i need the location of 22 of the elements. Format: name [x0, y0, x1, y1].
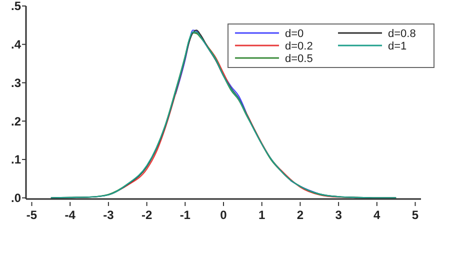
- x-tick-label: -4: [64, 208, 76, 222]
- legend-label: d=0.8: [388, 28, 416, 40]
- x-tick-label: -2: [141, 208, 152, 222]
- x-tick-label: 5: [412, 208, 419, 222]
- y-tick-label: .1: [10, 152, 22, 167]
- y-tick-label: .3: [10, 76, 22, 90]
- x-tick-label: 2: [296, 208, 304, 222]
- legend-label: d=0.5: [285, 52, 313, 65]
- y-tick-label: .0: [10, 191, 22, 206]
- x-tick-label: -5: [26, 208, 38, 222]
- x-tick-label: 3: [335, 208, 342, 222]
- y-tick-label: .4: [10, 38, 22, 52]
- x-tick-label: 0: [220, 208, 228, 222]
- legend-label: d=0: [285, 28, 304, 40]
- y-tick-label: .5: [10, 0, 22, 14]
- x-tick-label: 4: [374, 208, 381, 222]
- x-tick-label: 1: [258, 208, 266, 222]
- y-tick-label: .2: [10, 114, 22, 128]
- legend-label: d=1: [388, 40, 407, 52]
- x-tick-label: -1: [180, 208, 191, 222]
- x-tick-label: -3: [103, 208, 114, 222]
- legend-label: d=0.2: [285, 40, 313, 52]
